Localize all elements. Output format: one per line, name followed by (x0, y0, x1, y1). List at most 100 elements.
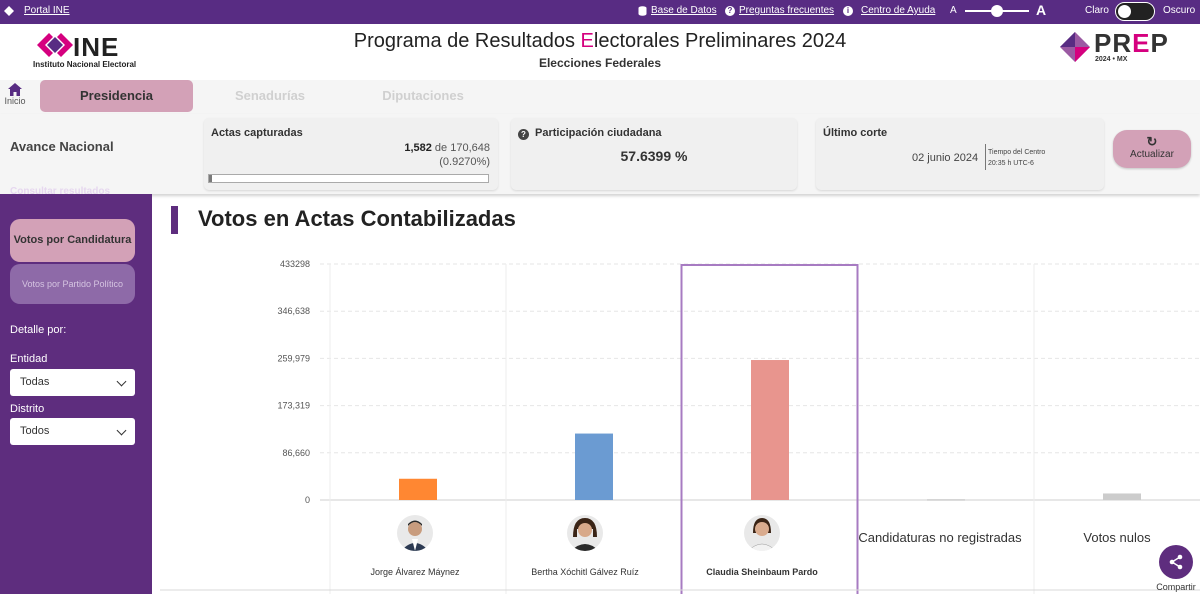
home-link[interactable]: Inicio (2, 83, 28, 106)
participation-heading: ? Participación ciudadana (518, 127, 662, 140)
candidate-photo-icon (567, 515, 603, 551)
last-cut-label: Último corte (823, 127, 888, 139)
y-tick-label: 173,319 (277, 401, 310, 411)
null-votes-label[interactable]: Votos nulos (1083, 530, 1151, 545)
y-tick-label: 86,660 (282, 448, 310, 458)
prep-logo-text: PREP (1094, 28, 1169, 59)
home-label: Inicio (4, 96, 26, 106)
actas-progress-fill (209, 175, 212, 182)
refresh-button[interactable]: ↻ Actualizar (1113, 130, 1191, 168)
prep-logo-e: E (1132, 28, 1151, 58)
share-glyph (1169, 554, 1183, 570)
tab-senadurias-label: Senadurías (234, 88, 306, 103)
theme-dark-text: Oscuro (1163, 5, 1196, 16)
candidate-name: Bertha Xóchitl Gálvez Ruíz (531, 567, 639, 577)
prep-logo-mark (1060, 32, 1090, 62)
diamond-icon (4, 5, 14, 16)
detail-label: Detalle por: (10, 324, 67, 336)
tab-diputaciones[interactable]: Diputaciones (348, 80, 498, 112)
prep-logo[interactable]: PREP 2024 • MX (1058, 28, 1178, 68)
database-icon (638, 5, 647, 16)
font-increase[interactable]: A (1036, 2, 1046, 18)
actas-card: Actas capturadas 1,582 de 170,648 (0.927… (204, 118, 498, 190)
national-progress-bar: Avance Nacional Actas capturadas 1,582 d… (0, 114, 1200, 194)
last-cut-card: Último corte 02 junio 2024 Tiempo del Ce… (816, 118, 1104, 190)
y-tick-label: 259,979 (277, 353, 310, 363)
last-cut-timezone: Tiempo del Centro 20:35 h UTC-6 (988, 147, 1045, 169)
portal-ine-label: Portal INE (24, 5, 70, 16)
database-link[interactable]: Base de Datos (638, 5, 717, 16)
avance-nacional-label: Avance Nacional (10, 139, 114, 154)
ine-logo-subtitle: Instituto Nacional Electoral (33, 60, 137, 69)
faq-label: Preguntas frecuentes (739, 5, 835, 16)
votes-by-party-label: Votos por Partido Político (21, 279, 124, 289)
y-tick-label: 433298 (280, 259, 310, 269)
ine-logo[interactable]: INE Instituto Nacional Electoral (33, 30, 153, 70)
title-part1: Programa de Resultados (353, 30, 581, 52)
home-icon (8, 83, 22, 96)
bar-0 (399, 478, 437, 500)
tab-presidencia[interactable]: Presidencia (40, 80, 193, 112)
theme-dark-label: Oscuro (1163, 5, 1195, 16)
election-nav: Inicio Presidencia Senadurías Diputacion… (0, 80, 1200, 114)
participation-label: Participación ciudadana (535, 127, 662, 139)
font-decrease[interactable]: A (950, 5, 957, 16)
prep-logo-p: P (1150, 28, 1169, 58)
y-tick-label: 346,638 (277, 306, 310, 316)
top-bar: Portal INE Base de Datos ? Preguntas fre… (0, 0, 1200, 24)
font-size-slider-handle[interactable] (991, 5, 1003, 17)
theme-toggle-knob (1118, 5, 1131, 18)
actas-captured: 1,582 (404, 142, 432, 154)
district-select[interactable]: Todos (10, 418, 135, 445)
entity-value: Todas (20, 376, 50, 388)
refresh-icon: ↻ (1146, 134, 1158, 149)
bar-4 (1103, 493, 1141, 500)
share-button[interactable]: Compartir (1153, 545, 1199, 594)
ine-logo-text: INE (73, 32, 120, 62)
candidate-card-sheinbaum[interactable]: Claudia Sheinbaum Pardo (676, 515, 848, 577)
votes-by-candidate-label: Votos por Candidatura (13, 234, 132, 246)
info-icon: i (843, 5, 853, 16)
share-icon (1159, 545, 1193, 579)
avatar (567, 515, 603, 551)
chevron-down-icon (116, 425, 127, 436)
page-title: Programa de Resultados Electorales Preli… (0, 30, 1200, 53)
bar-3 (927, 499, 965, 501)
candidate-card-galvez[interactable]: Bertha Xóchitl Gálvez Ruíz (500, 515, 670, 577)
candidate-card-maynez[interactable]: Jorge Álvarez Máynez (330, 515, 500, 577)
votes-by-candidate-button[interactable]: Votos por Candidatura (10, 219, 135, 262)
theme-toggle[interactable] (1115, 2, 1155, 21)
candidate-photo-icon (397, 515, 433, 551)
actas-of: de (434, 142, 448, 154)
database-label: Base de Datos (651, 5, 717, 16)
last-cut-date: 02 junio 2024 (912, 152, 979, 164)
candidate-name: Claudia Sheinbaum Pardo (706, 567, 818, 577)
tab-diputaciones-label: Diputaciones (382, 88, 464, 103)
help-label: Centro de Ayuda (861, 5, 936, 16)
entity-select[interactable]: Todas (10, 369, 135, 396)
district-label: Distrito (10, 403, 45, 415)
avatar (744, 515, 780, 551)
portal-ine-link[interactable]: Portal INE (4, 5, 70, 16)
question-icon[interactable]: ? (518, 129, 529, 140)
actas-progress-bar (208, 174, 489, 183)
chevron-down-icon (116, 376, 127, 387)
theme-light-text: Claro (1085, 5, 1109, 16)
ine-logo-mark (37, 33, 73, 57)
participation-value: 57.6399 % (620, 148, 688, 164)
votes-by-party-button[interactable]: Votos por Partido Político (10, 264, 135, 304)
page-subtitle: Elecciones Federales (538, 56, 662, 70)
title-part2: lectorales Preliminares 2024 (593, 30, 847, 52)
title-highlight: E (580, 30, 594, 52)
actas-count: 1,582 de 170,648 (404, 142, 490, 154)
faq-link[interactable]: ? Preguntas frecuentes (725, 5, 834, 16)
tz-line1: Tiempo del Centro (988, 149, 1046, 156)
header: INE Instituto Nacional Electoral Program… (0, 24, 1200, 80)
prep-logo-subtitle: 2024 • MX (1095, 56, 1128, 63)
help-center-link[interactable]: i Centro de Ayuda (843, 5, 935, 16)
bar-1 (575, 433, 613, 500)
unregistered-candidates-label[interactable]: Candidaturas no registradas (858, 530, 1022, 545)
tab-senadurias[interactable]: Senadurías (195, 80, 345, 112)
tab-presidencia-label: Presidencia (80, 88, 153, 103)
